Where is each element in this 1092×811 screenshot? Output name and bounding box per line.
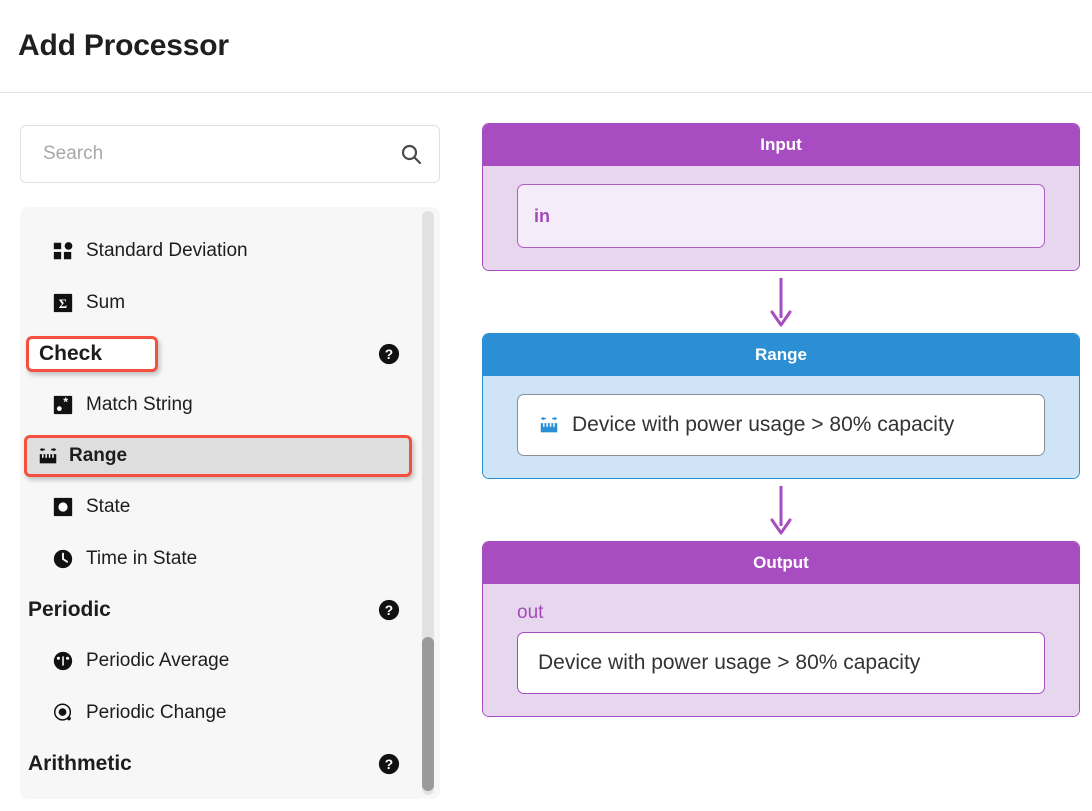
node-output[interactable]: Output out Device with power usage > 80%… bbox=[482, 541, 1080, 717]
list-item-label: Periodic Change bbox=[86, 702, 227, 723]
input-port-field[interactable]: in bbox=[517, 184, 1045, 248]
list-item-label: Standard Deviation bbox=[86, 240, 248, 261]
list-item-label: Time in State bbox=[86, 548, 198, 569]
list-item-state[interactable]: State bbox=[20, 485, 418, 529]
sigma-icon: Σ bbox=[53, 293, 73, 313]
group-check-highlight[interactable]: Check bbox=[26, 336, 158, 372]
node-output-body: out Device with power usage > 80% capaci… bbox=[483, 584, 1079, 716]
gauge-icon bbox=[53, 651, 73, 671]
list-item-label: State bbox=[86, 496, 131, 517]
ruler-range-icon bbox=[39, 447, 57, 464]
svg-text:?: ? bbox=[385, 603, 393, 618]
input-port-label: in bbox=[534, 205, 550, 226]
group-label: Periodic bbox=[28, 598, 111, 621]
group-header-periodic[interactable]: Periodic ? bbox=[20, 589, 418, 631]
help-circle-icon[interactable]: ? bbox=[378, 753, 400, 775]
svg-text:?: ? bbox=[385, 347, 393, 362]
page-header: Add Processor bbox=[0, 0, 1092, 93]
node-range[interactable]: Range Device with power usage > 80% capa… bbox=[482, 333, 1080, 479]
help-circle-icon[interactable]: ? bbox=[378, 599, 400, 621]
svg-text:*: * bbox=[63, 395, 68, 409]
list-item-range[interactable]: Range bbox=[24, 435, 412, 477]
node-input[interactable]: Input in bbox=[482, 123, 1080, 271]
arrow-down-icon bbox=[770, 486, 792, 535]
arrow-down-icon bbox=[770, 278, 792, 327]
list-scrollbar-thumb[interactable] bbox=[422, 637, 434, 791]
output-value-text: Device with power usage > 80% capacity bbox=[538, 651, 921, 674]
list-item-time-in-state[interactable]: Time in State bbox=[20, 537, 418, 581]
group-label: Check bbox=[39, 342, 103, 365]
ruler-range-icon bbox=[540, 416, 558, 433]
clock-icon bbox=[53, 549, 73, 569]
list-item-label: Sum bbox=[86, 292, 126, 313]
state-dot-icon bbox=[53, 497, 73, 517]
node-range-body: Device with power usage > 80% capacity bbox=[483, 376, 1079, 478]
list-item-label: Range bbox=[69, 445, 128, 466]
processor-picker-pane: Standard Deviation Σ Sum Check bbox=[0, 93, 460, 811]
group-header-check[interactable]: Check ? bbox=[20, 333, 418, 375]
list-item-periodic-average[interactable]: Periodic Average bbox=[20, 639, 418, 683]
list-item-periodic-change[interactable]: Periodic Change bbox=[20, 691, 418, 735]
svg-text:?: ? bbox=[385, 757, 393, 772]
node-output-title: Output bbox=[483, 542, 1079, 584]
list-item-label: Match String bbox=[86, 394, 193, 415]
range-value-field[interactable]: Device with power usage > 80% capacity bbox=[517, 394, 1045, 456]
connector-range-to-output bbox=[482, 479, 1080, 541]
orbit-icon bbox=[54, 703, 72, 721]
list-item-sum[interactable]: Σ Sum bbox=[20, 281, 418, 325]
node-range-title: Range bbox=[483, 334, 1079, 376]
list-item-standard-deviation[interactable]: Standard Deviation bbox=[20, 229, 418, 273]
search-box[interactable] bbox=[20, 125, 440, 183]
help-circle-icon[interactable]: ? bbox=[378, 343, 400, 365]
group-label: Arithmetic bbox=[28, 752, 132, 775]
svg-text:Σ: Σ bbox=[59, 297, 67, 311]
list-item-label: Periodic Average bbox=[86, 650, 230, 671]
processor-list: Standard Deviation Σ Sum Check bbox=[20, 207, 440, 799]
flow-preview-pane: Input in Range bbox=[460, 93, 1092, 811]
list-item-match-string[interactable]: * Match String bbox=[20, 383, 418, 427]
processor-list-scroll-area: Standard Deviation Σ Sum Check bbox=[20, 229, 440, 785]
connector-input-to-range bbox=[482, 271, 1080, 333]
output-value-field[interactable]: Device with power usage > 80% capacity bbox=[517, 632, 1045, 694]
search-input[interactable] bbox=[41, 142, 399, 166]
output-port-label: out bbox=[517, 602, 544, 623]
group-header-arithmetic[interactable]: Arithmetic ? bbox=[20, 743, 418, 785]
match-string-icon: * bbox=[53, 395, 73, 415]
main-content: Standard Deviation Σ Sum Check bbox=[0, 93, 1092, 811]
page-title: Add Processor bbox=[18, 29, 229, 62]
node-input-title: Input bbox=[483, 124, 1079, 166]
search-icon[interactable] bbox=[399, 142, 423, 166]
chart-blocks-icon bbox=[53, 242, 73, 260]
range-value-text: Device with power usage > 80% capacity bbox=[572, 413, 955, 436]
node-input-body: in bbox=[483, 166, 1079, 270]
